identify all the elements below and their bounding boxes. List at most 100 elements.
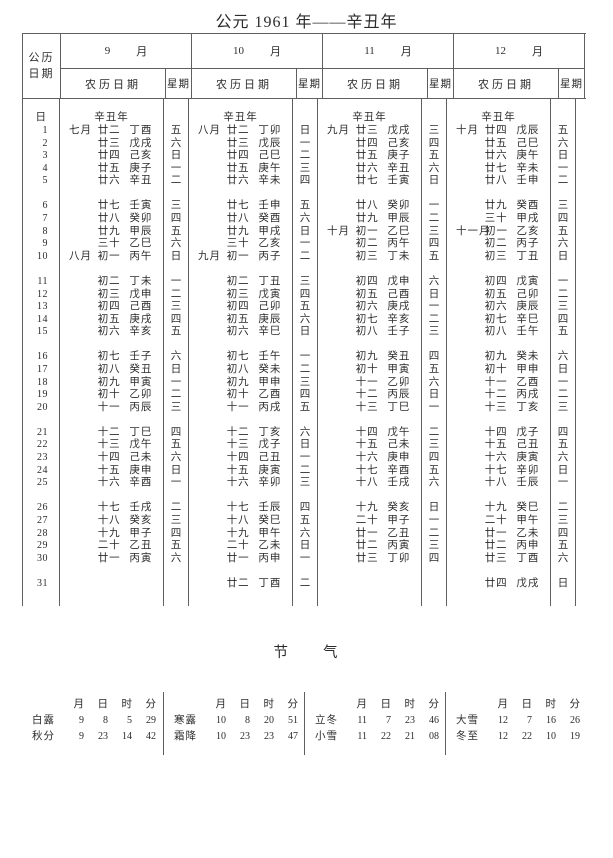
solar-term-col-header: 时 — [545, 699, 557, 710]
weekday-value: 六 — [299, 527, 311, 539]
ganzhi-day-label: 丙戌 — [258, 401, 282, 413]
lunar-day-label: 十七 — [355, 464, 379, 476]
row-group-gap — [189, 339, 292, 352]
ganzhi-day-label: 戊戌 — [387, 125, 411, 136]
solar-term-value: 9 — [79, 715, 84, 726]
lunar-day-label: 廿八 — [97, 213, 121, 225]
lunar-day-row: 廿八 癸卯 — [60, 213, 163, 226]
lunar-day-label: 三十 — [484, 213, 508, 225]
month-header-10: 10 月农历日期 星期 — [192, 34, 323, 98]
lunar-month-label — [318, 238, 356, 251]
lunar-month-label — [447, 276, 485, 289]
solar-term-name-spacer — [32, 697, 60, 713]
ganzhi-day-label: 乙亥 — [516, 225, 540, 237]
weekday-value: 一 — [428, 401, 440, 413]
lunar-day-row: 十四 己丑 — [189, 452, 292, 465]
lunar-day-label: 二十 — [226, 540, 250, 552]
lunar-day-label: 三十 — [97, 238, 121, 250]
weekday-value: 日 — [428, 502, 440, 514]
solar-term-column-headers: 月日时分 — [456, 697, 582, 713]
solar-term-value: 23 — [98, 731, 108, 742]
ganzhi-day-label: 壬寅 — [387, 175, 411, 187]
lunar-day-label: 初五 — [484, 288, 508, 300]
solar-term-col-header: 月 — [73, 699, 85, 710]
weekday-value: 五 — [170, 125, 182, 136]
solar-term-value: 47 — [288, 731, 298, 742]
lunar-day-row: 十六 庚寅 — [447, 452, 550, 465]
lunar-day-row: 十一月 初一 乙亥 — [447, 226, 550, 239]
lunar-month-label — [60, 138, 98, 151]
lunar-day-row: 十六 庚申 — [318, 452, 421, 465]
lunar-month-label — [318, 213, 356, 226]
lunar-day-row: 十七 辛卯 — [447, 465, 550, 478]
lunar-day-row: 初八 壬午 — [447, 326, 550, 339]
lunar-day-row: 廿九 癸酉 — [447, 200, 550, 213]
lunar-day-row: 廿六 庚午 — [447, 150, 550, 163]
ganzhi-day-label: 丙申 — [516, 540, 540, 552]
ganzhi-day-label: 辛丑 — [129, 175, 153, 187]
lunar-day-row: 十三 丁亥 — [447, 402, 550, 415]
lunar-column-month-10: 辛丑年 八月 廿二 丁卯 廿三 戊辰 廿四 己巳 廿五 庚午 廿六 辛未 廿七 壬申 廿八 癸酉 廿九 甲戌 三十乙… — [189, 99, 293, 607]
weekday-value: 四 — [428, 137, 440, 149]
solar-term-name: 大雪 — [456, 715, 479, 726]
lunar-month-label — [189, 364, 227, 377]
lunar-column-month-12: 辛丑年 十月 廿四 戊辰 廿五 己巳 廿六 庚午 廿七 辛未 廿八 壬申 廿九 癸酉 三十 甲戌 十一月 初一 乙亥… — [447, 99, 551, 607]
solar-term-row: 冬至 12 22 10 19 — [456, 729, 582, 745]
lunar-day-row: 廿七 壬寅 — [60, 200, 163, 213]
row-group-gap — [23, 490, 59, 503]
lunar-day-row: 初九 甲申 — [189, 377, 292, 390]
lunar-day-label: 初七 — [484, 313, 508, 325]
lunar-day-label: 十九 — [226, 527, 250, 539]
row-group-gap — [551, 339, 575, 352]
lunar-day-label: 十七 — [484, 464, 508, 476]
lunar-day-row: 八月 初一 丙午 — [60, 251, 163, 264]
lunar-day-row: 十月 初一 乙巳 — [318, 226, 421, 239]
lunar-day-row: 十五 己丑 — [447, 439, 550, 452]
lunar-day-row: 廿八 壬申 — [447, 175, 550, 188]
weekday-value: 五 — [170, 326, 182, 338]
lunar-day-label: 初二 — [355, 238, 379, 250]
solar-term-value: 10 — [546, 731, 556, 742]
lunar-month-label — [60, 427, 98, 440]
solar-term-value: 20 — [264, 715, 274, 726]
row-group-gap — [164, 339, 188, 352]
lunar-day-label: 初一 — [355, 225, 379, 237]
ganzhi-day-label: 庚午 — [516, 150, 540, 162]
gregorian-day-number: 18 — [37, 376, 48, 388]
gregorian-day-number: 23 — [37, 452, 48, 464]
lunar-month-label: 十月 — [327, 225, 350, 237]
solar-term-column-headers: 月日时分 — [315, 697, 441, 713]
ganzhi-day-label: 戊戌 — [129, 137, 153, 149]
lunar-month-label — [318, 452, 356, 465]
lunar-month-label — [447, 251, 485, 264]
solar-term-row: 寒露 10 8 20 51 — [174, 713, 300, 729]
ganzhi-day-label: 乙卯 — [387, 376, 411, 388]
gregorian-day-number: 28 — [37, 527, 48, 539]
gregorian-day-number: 30 — [37, 552, 48, 564]
lunar-month-label: 十一月 — [456, 225, 491, 237]
lunar-month-label — [60, 163, 98, 176]
lunar-month-label — [189, 377, 227, 390]
solar-term-col-header: 分 — [145, 699, 157, 710]
lunar-day-label: 初十 — [226, 389, 250, 401]
lunar-day-label: 十五 — [484, 439, 508, 451]
weekday-value: 三 — [557, 514, 569, 526]
lunar-day-label: 十二 — [484, 389, 508, 401]
solar-term-column-headers: 月日时分 — [32, 697, 159, 713]
month-number-cell: 10 月 — [192, 34, 322, 69]
lunar-day-label: 廿一 — [97, 552, 121, 564]
ganzhi-day-label: 辛巳 — [258, 326, 282, 338]
lunar-day-label: 廿一 — [355, 527, 379, 539]
lunar-day-label: 十四 — [355, 426, 379, 438]
lunar-day-label: 廿九 — [355, 213, 379, 225]
lunar-day-label: 廿九 — [226, 225, 250, 237]
ganzhi-day-label: 戊戌 — [516, 577, 540, 589]
gregorian-day-number: 13 — [37, 301, 48, 313]
weekday-value: 一 — [170, 376, 182, 388]
ganzhi-day-label: 戊子 — [258, 439, 282, 451]
lunar-month-label — [318, 477, 356, 490]
row-group-gap — [551, 490, 575, 503]
ganzhi-day-label: 壬申 — [516, 175, 540, 187]
lunar-month-label — [189, 238, 227, 251]
ganzhi-day-label: 甲子 — [387, 514, 411, 526]
